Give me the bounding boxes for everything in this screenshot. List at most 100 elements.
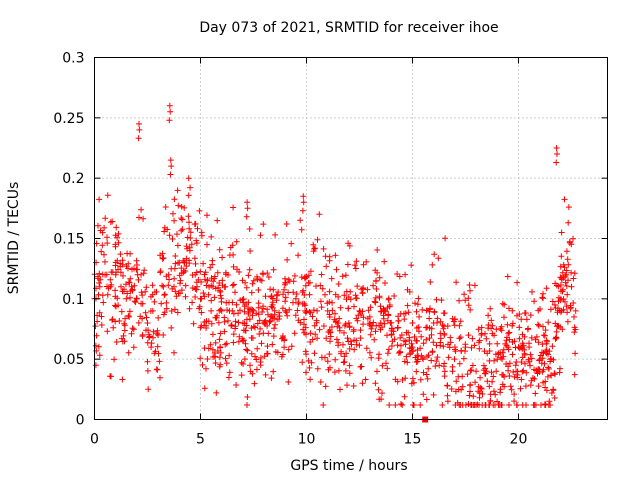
data-point	[371, 298, 378, 305]
data-point	[303, 273, 310, 280]
points-layer	[91, 102, 579, 423]
data-point	[452, 348, 459, 355]
data-point	[565, 204, 572, 211]
data-point	[572, 350, 579, 357]
data-point	[521, 333, 528, 340]
data-point	[232, 325, 239, 332]
data-point	[351, 303, 357, 310]
data-point	[196, 305, 203, 312]
data-point	[486, 357, 493, 364]
data-point	[191, 255, 198, 262]
data-point	[96, 270, 103, 277]
data-point	[416, 313, 423, 320]
data-point	[239, 335, 246, 342]
data-point	[127, 275, 134, 282]
data-point	[137, 313, 144, 320]
data-point	[109, 218, 116, 225]
data-point	[378, 308, 385, 315]
data-point	[543, 285, 550, 292]
data-point	[292, 295, 299, 302]
data-point	[522, 310, 529, 317]
data-point	[198, 229, 205, 236]
data-point	[244, 402, 250, 408]
data-point	[179, 216, 186, 223]
data-point	[226, 252, 233, 259]
data-point	[157, 269, 164, 276]
data-point	[356, 342, 363, 349]
data-point	[305, 272, 312, 279]
data-point	[281, 336, 288, 343]
data-point	[217, 344, 224, 351]
data-point	[241, 308, 248, 315]
data-point	[140, 215, 147, 222]
data-point	[229, 307, 236, 314]
data-point	[452, 316, 458, 323]
data-point	[305, 357, 312, 364]
data-point	[138, 271, 145, 278]
data-point	[413, 368, 420, 375]
data-point	[288, 240, 295, 247]
data-point	[456, 360, 463, 367]
data-point	[551, 370, 558, 377]
data-point	[379, 390, 385, 397]
data-point	[171, 275, 178, 282]
data-point	[456, 322, 463, 329]
data-point	[136, 120, 142, 127]
data-point	[161, 228, 168, 235]
data-point	[528, 334, 535, 341]
data-point	[216, 246, 223, 253]
data-point	[352, 265, 359, 272]
data-point	[469, 362, 476, 369]
data-point	[204, 356, 211, 362]
data-point	[94, 273, 101, 280]
data-point	[335, 367, 342, 374]
data-point	[363, 258, 370, 265]
data-point	[95, 343, 102, 350]
data-point	[92, 342, 99, 349]
data-point	[300, 193, 307, 200]
data-point	[149, 307, 156, 314]
data-point	[437, 330, 444, 337]
data-point	[193, 279, 200, 286]
data-point	[293, 291, 300, 297]
data-point	[397, 348, 403, 355]
data-point	[165, 271, 172, 278]
data-point	[248, 289, 255, 296]
data-point	[186, 219, 192, 226]
data-point	[426, 306, 433, 313]
data-point	[377, 326, 384, 333]
data-point	[381, 320, 388, 327]
data-point	[504, 321, 511, 328]
data-point	[150, 328, 157, 335]
data-point	[506, 329, 513, 336]
data-point	[547, 356, 554, 363]
data-point	[552, 371, 558, 378]
data-point	[282, 294, 289, 301]
data-point	[172, 260, 179, 267]
data-point	[174, 242, 181, 249]
data-point	[451, 356, 458, 363]
data-point	[552, 280, 559, 287]
data-point	[214, 312, 221, 319]
data-point	[230, 263, 237, 270]
data-point	[208, 297, 215, 304]
data-point	[409, 375, 416, 382]
data-point	[290, 299, 296, 306]
data-point	[204, 241, 210, 248]
data-point	[311, 322, 318, 329]
data-point	[341, 322, 348, 329]
data-point	[462, 297, 469, 304]
data-point	[149, 282, 156, 289]
data-point	[560, 306, 567, 313]
data-point	[353, 295, 360, 302]
data-point	[553, 335, 560, 341]
data-point	[268, 294, 275, 300]
data-point	[196, 207, 203, 214]
data-point	[376, 351, 382, 358]
data-point	[401, 393, 408, 400]
data-point	[346, 345, 353, 352]
data-point	[436, 362, 443, 369]
data-point	[539, 294, 546, 301]
data-point	[317, 282, 324, 289]
data-point	[535, 366, 542, 373]
